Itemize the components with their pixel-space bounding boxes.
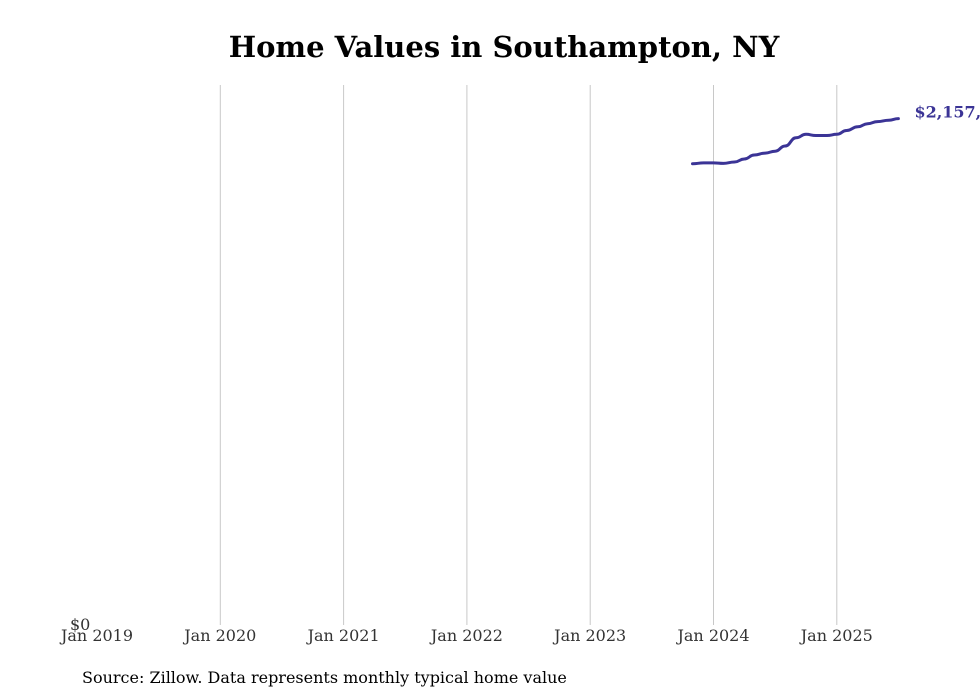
series-line-0 (691, 117, 900, 166)
x-tick-label: Jan 2021 (306, 626, 380, 645)
chart-title: Home Values in Southampton, NY (228, 30, 780, 64)
x-tick-label: Jan 2023 (552, 626, 626, 645)
x-tick-label: Jan 2024 (675, 626, 749, 645)
source-note: Source: Zillow. Data represents monthly … (82, 668, 567, 687)
gridlines (219, 85, 838, 625)
x-tick-labels: Jan 2019 Jan 2020 Jan 2021 Jan 2022 Jan 2023… (59, 626, 873, 645)
y-tick-label: $0 (70, 615, 90, 634)
y-tick-labels: $0 (70, 615, 90, 634)
x-tick-label: Jan 2025 (799, 626, 873, 645)
x-tick-label: Jan 2022 (429, 626, 503, 645)
x-tick-label: Jan 2019 (59, 626, 133, 645)
series-group: $2,157, (691, 103, 980, 166)
end-value-label: $2,157, (914, 103, 980, 122)
x-tick-label: Jan 2020 (182, 626, 256, 645)
